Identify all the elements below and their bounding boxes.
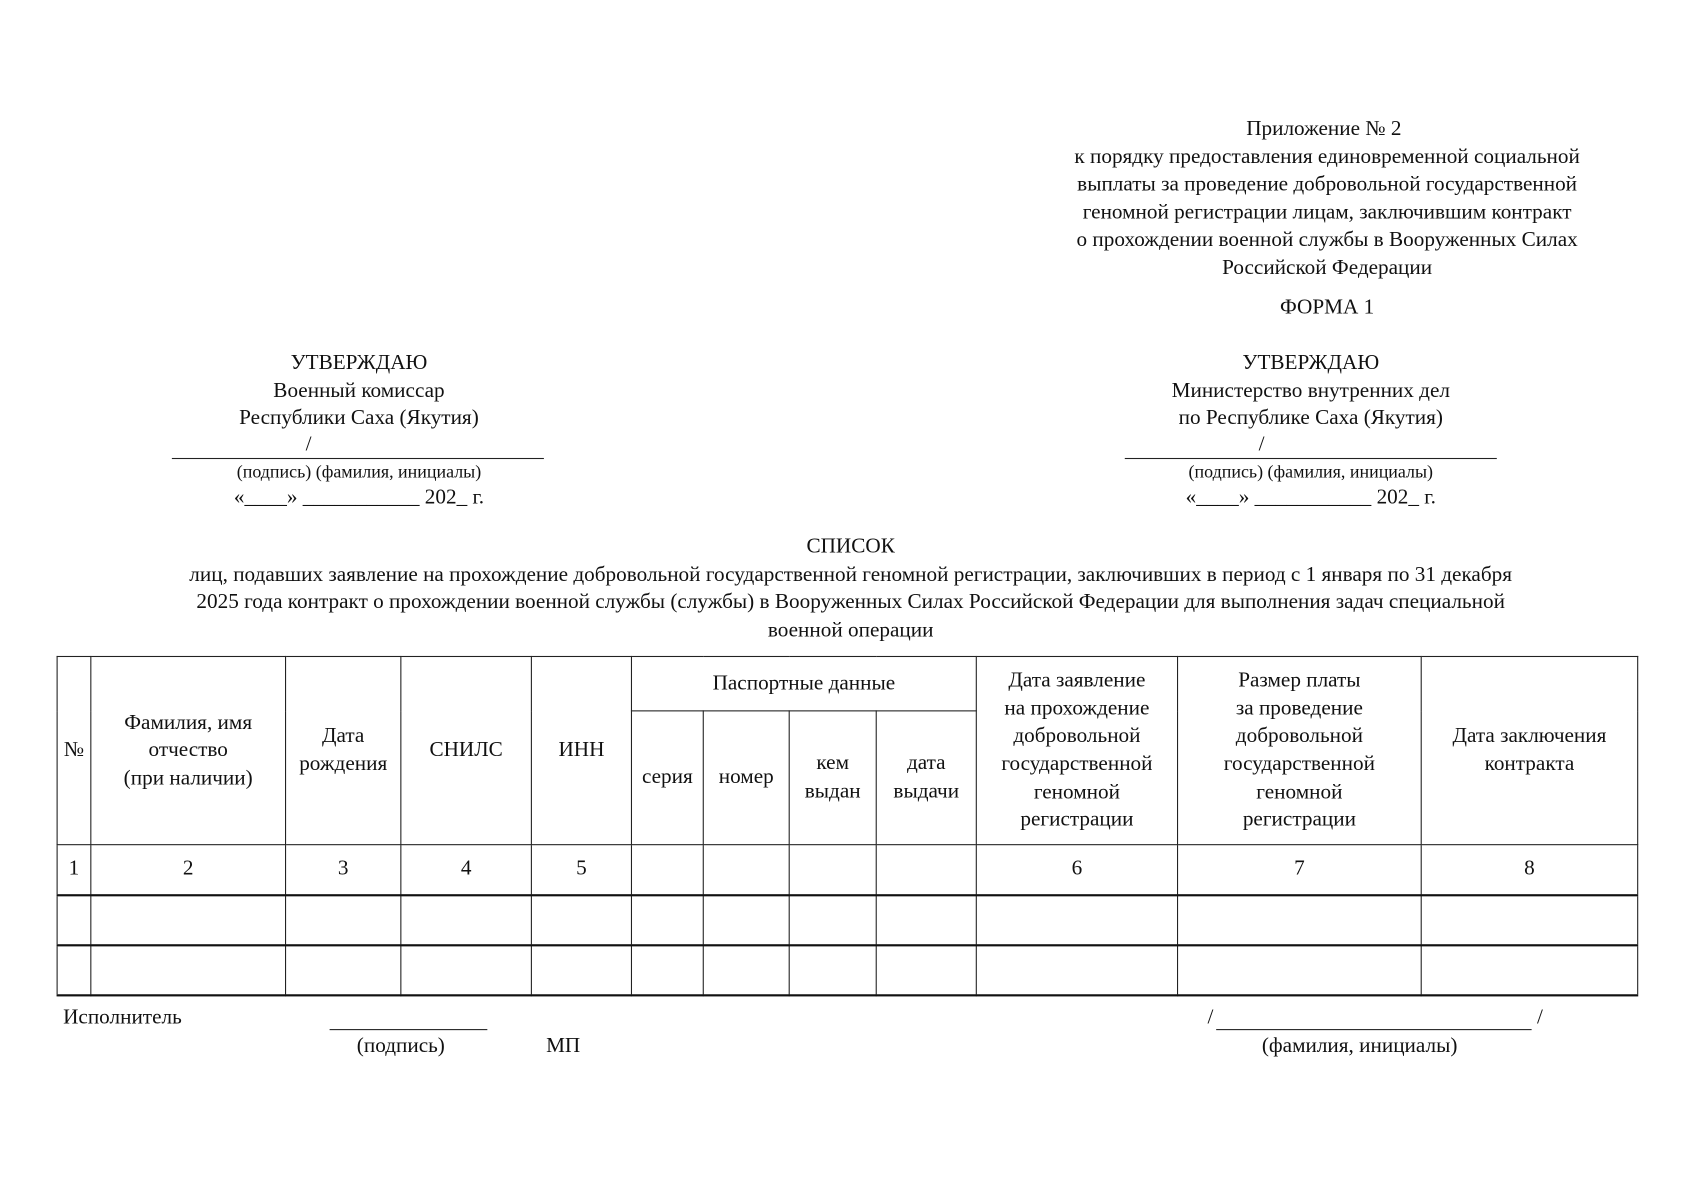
slash: / (1537, 1006, 1543, 1030)
list-heading: СПИСОК лиц, подавших заявление на прохож… (44, 533, 1658, 644)
list-line: военной операции (767, 618, 934, 642)
header-snils: СНИЛС (400, 655, 532, 846)
col-number: 4 (400, 844, 532, 896)
header-issued-by: кем выдан (788, 710, 877, 846)
col-number: 2 (90, 844, 287, 896)
stamp-label: МП (546, 1034, 581, 1058)
appendix-line: выплаты за проведение добровольной госуд… (1077, 173, 1578, 197)
approve-date: «____» ___________ 202_ г. (233, 486, 485, 510)
approve-left: УТВЕРЖДАЮ Военный комиссар Республики Са… (141, 349, 576, 433)
appendix-line: к порядку предоставления единовременной … (1074, 145, 1580, 169)
appendix-line: геномной регистрации лицам, заключившим … (1082, 201, 1572, 224)
approve-line: Министерство внутренних дел (1171, 379, 1450, 403)
col-number (875, 844, 977, 896)
approve-date: «____» ___________ 202_ г. (1185, 486, 1436, 510)
col-number: 7 (1176, 844, 1422, 896)
header-num: № (56, 655, 92, 846)
col-number (630, 844, 704, 896)
numbering-row: 1 2 3 4 5 6 7 8 (56, 844, 1639, 896)
appendix-line: о прохождении военной службы в Вооруженн… (1076, 228, 1578, 252)
header-contract-date: Дата заключения контракта (1420, 655, 1639, 846)
col-number: 5 (530, 844, 633, 896)
header-issue-date: дата выдачи (875, 710, 977, 846)
table-row[interactable] (56, 894, 1639, 946)
header-number: номер (702, 710, 790, 846)
name-line (1216, 1029, 1532, 1031)
list-line: 2025 года контракт о прохождении военной… (196, 590, 1505, 614)
executor-signature-line (329, 1029, 488, 1031)
header-passport: Паспортные данные (630, 655, 977, 712)
slash: / (305, 432, 312, 456)
col-number (702, 844, 790, 896)
slash: / (1207, 1006, 1214, 1030)
appendix-line: Российской Федерации (1222, 256, 1433, 280)
header-birth: Дата рождения (285, 655, 402, 846)
signature-caption: (подпись) (356, 1034, 445, 1058)
executor-label: Исполнитель (63, 1006, 182, 1030)
header-fee: Размер платы за проведение добровольной гос… (1176, 655, 1422, 846)
signature-line (1124, 457, 1497, 460)
col-number (788, 844, 877, 896)
approve-right: УТВЕРЖДАЮ Министерство внутренних дел по… (1093, 349, 1528, 433)
header-inn: ИНН (530, 655, 633, 846)
header-application-date: Дата заявление на прохождение добровольной… (975, 655, 1179, 846)
signature-line (171, 457, 544, 460)
approve-line: Военный комиссар (273, 379, 445, 403)
table-row[interactable] (56, 944, 1639, 996)
col-number: 1 (56, 844, 92, 896)
col-number: 8 (1420, 844, 1639, 896)
list-title: СПИСОК (806, 535, 895, 559)
sign-caption: (подпись) (фамилия, инициалы) (1188, 461, 1434, 482)
header-series: серия (630, 710, 704, 846)
approve-title: УТВЕРЖДАЮ (290, 351, 428, 375)
appendix-title: Приложение № 2 (1246, 117, 1402, 141)
list-table: № Фамилия, имя отчество (при наличии) Дата… (56, 655, 1639, 996)
slash: / (1258, 432, 1265, 456)
col-number: 3 (285, 844, 402, 896)
approve-line: по Республике Саха (Якутия) (1178, 407, 1443, 430)
approve-line: Республики Саха (Якутия) (239, 407, 479, 430)
appendix-block: Приложение № 2 к порядку предоставления … (1023, 115, 1632, 321)
form-label: ФОРМА 1 (1280, 295, 1375, 319)
approve-title: УТВЕРЖДАЮ (1242, 351, 1380, 375)
name-caption: (фамилия, инициалы) (1261, 1034, 1458, 1058)
header-fio: Фамилия, имя отчество (при наличии) (90, 655, 287, 846)
list-line: лиц, подавших заявление на прохождение д… (189, 563, 1513, 586)
col-number: 6 (975, 844, 1179, 896)
sign-caption: (подпись) (фамилия, инициалы) (236, 461, 482, 482)
